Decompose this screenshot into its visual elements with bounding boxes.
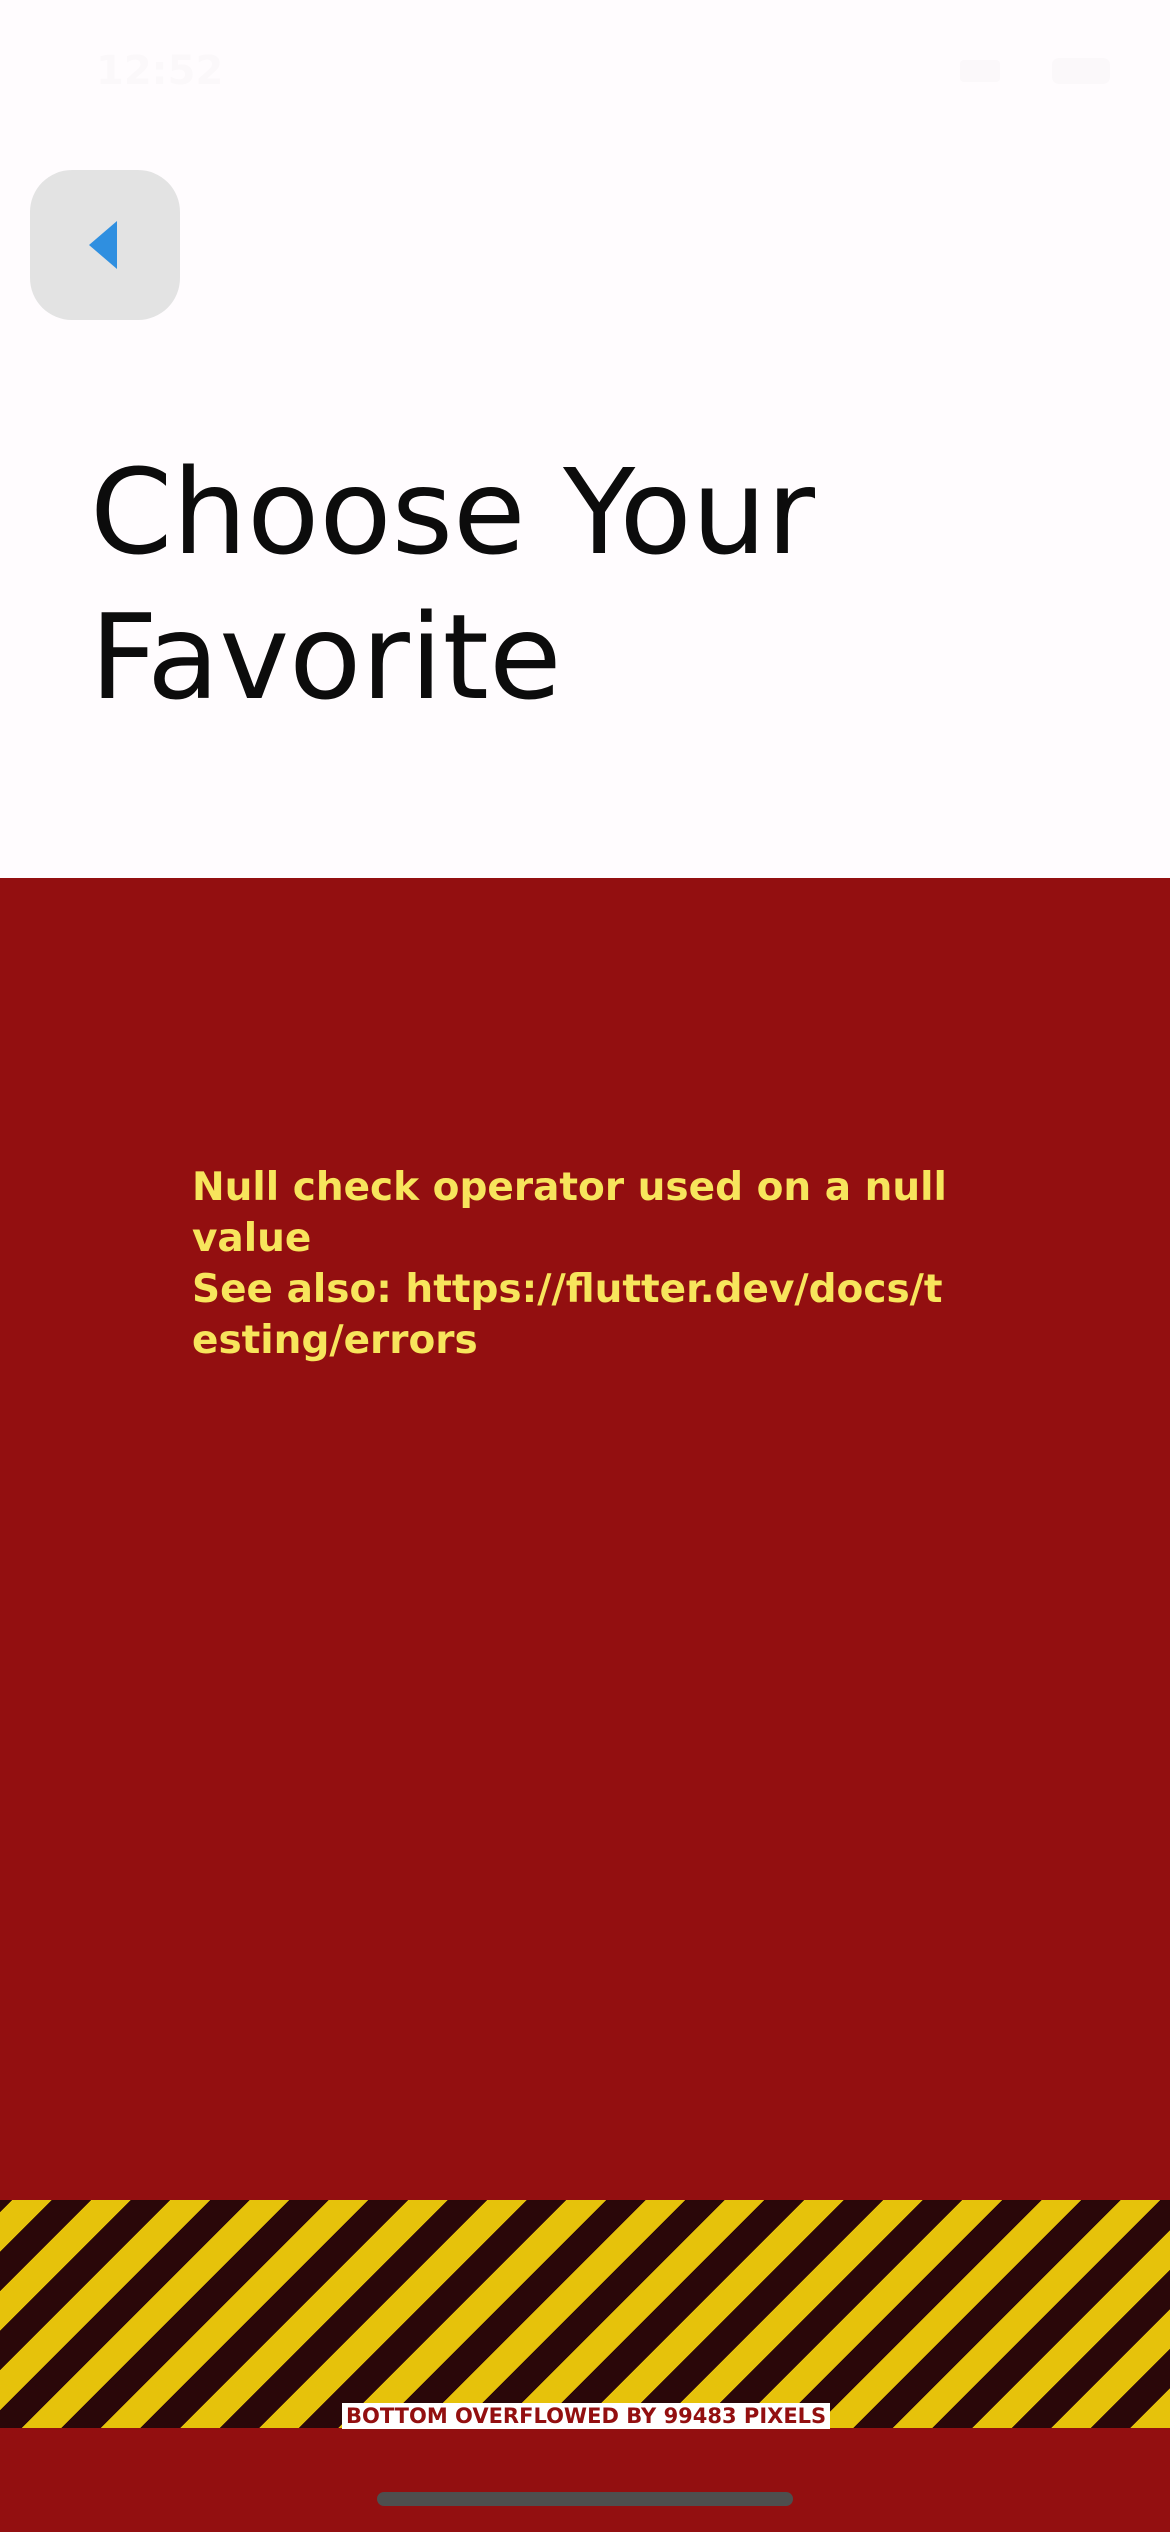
status-bar: 12:52 [0, 0, 1170, 140]
overflow-label: BOTTOM OVERFLOWED BY 99483 PIXELS [342, 2403, 831, 2429]
battery-icon [1052, 58, 1110, 84]
home-indicator[interactable] [377, 2492, 793, 2506]
page-title-line-2: Favorite [90, 588, 562, 726]
chevron-left-icon [89, 221, 117, 269]
status-icons [960, 56, 1110, 86]
error-message: Null check operator used on a null value… [192, 1165, 947, 1363]
overflow-warning-stripes [0, 2200, 1170, 2428]
status-time: 12:52 [96, 48, 224, 94]
page-title: Choose Your Favorite [90, 440, 1090, 730]
back-button[interactable] [30, 170, 180, 320]
signal-icon [960, 60, 1000, 82]
page-title-line-1: Choose Your [90, 443, 816, 581]
